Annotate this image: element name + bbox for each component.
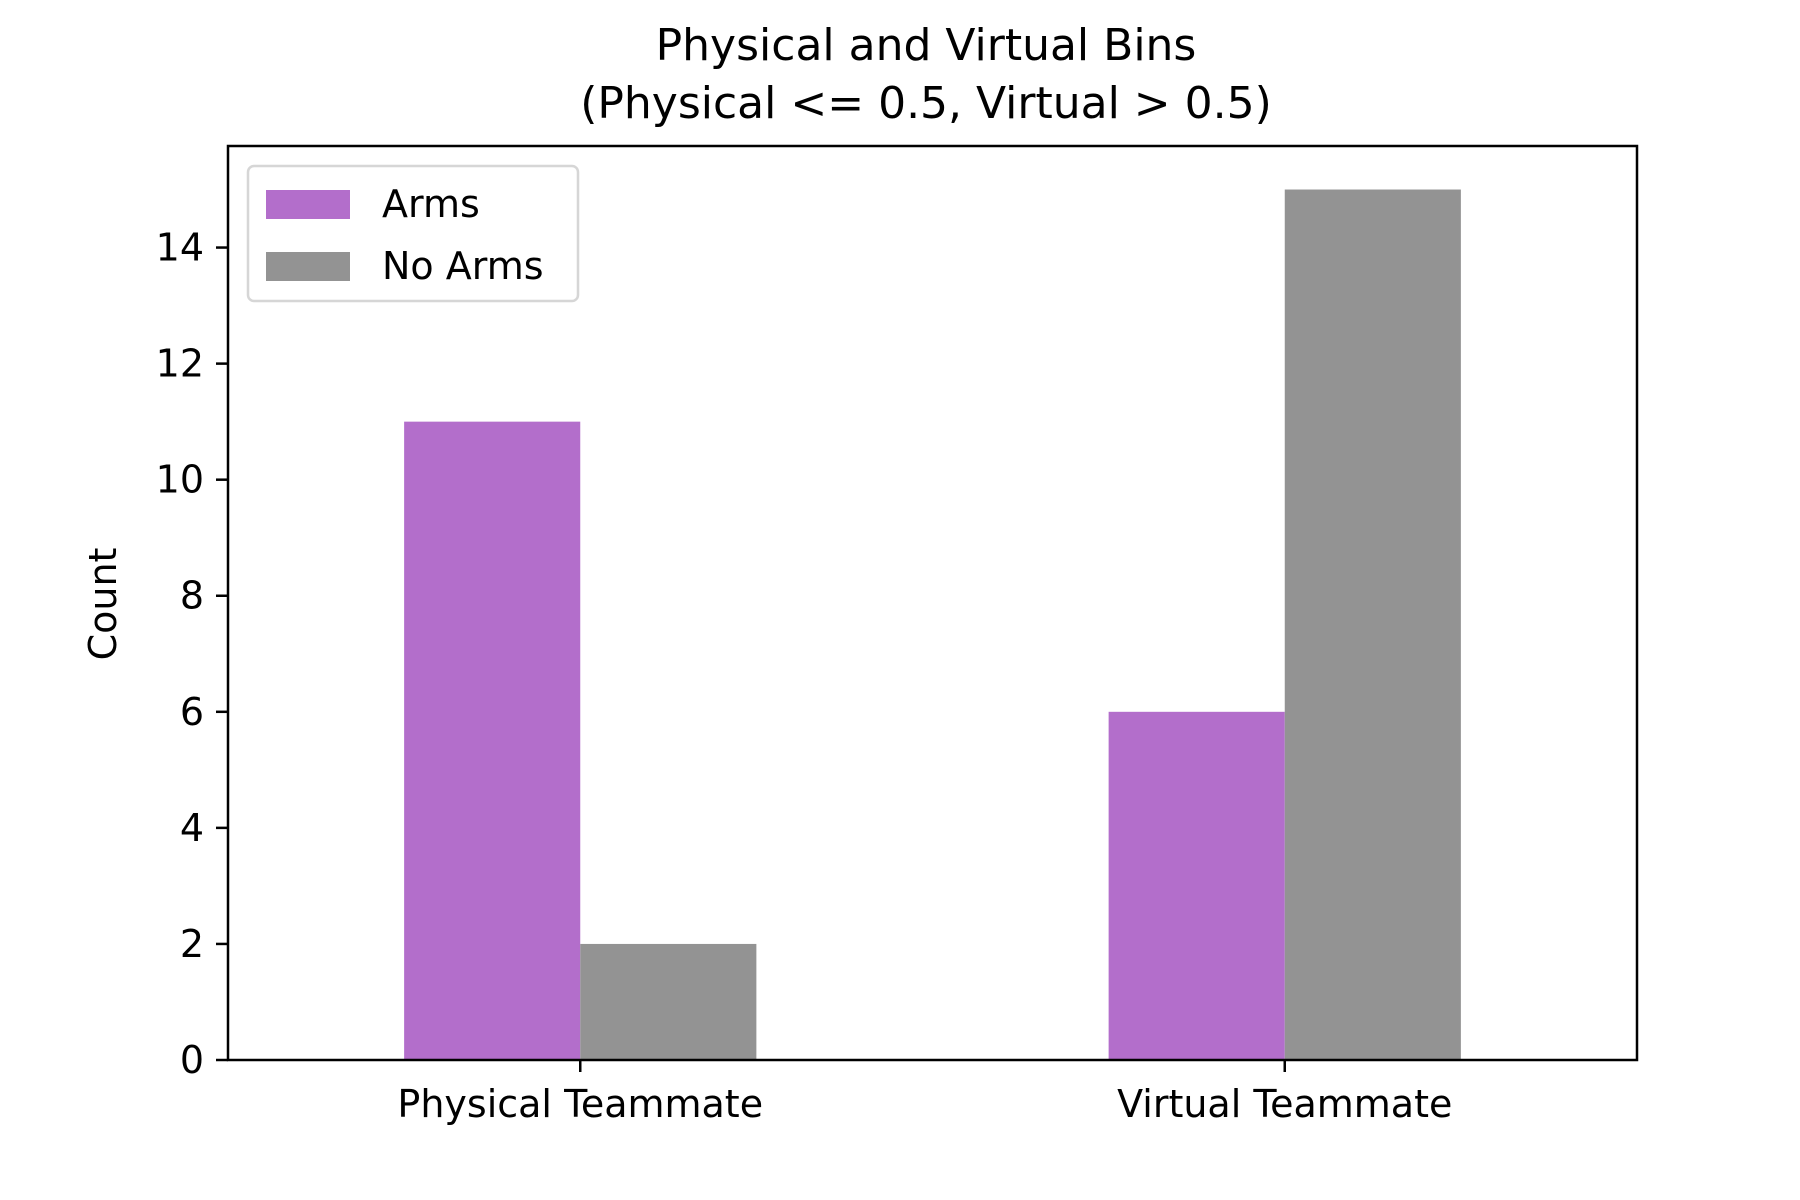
y-tick-label: 8 xyxy=(180,574,204,618)
x-tick-label: Virtual Teammate xyxy=(1117,1082,1452,1126)
legend-label-no-arms: No Arms xyxy=(382,244,544,288)
chart-title-group: Physical and Virtual Bins (Physical <= 0… xyxy=(580,20,1272,129)
bar-no-arms-1 xyxy=(1284,189,1461,1060)
bar-no-arms-0 xyxy=(580,943,757,1060)
x-axis: Physical Teammate Virtual Teammate xyxy=(397,1060,1452,1126)
legend-swatch-arms xyxy=(266,190,350,219)
y-tick-label: 0 xyxy=(180,1038,204,1082)
y-tick-label: 10 xyxy=(156,458,204,502)
legend-swatch-no-arms xyxy=(266,252,350,281)
bar-arms-0 xyxy=(404,421,581,1061)
legend-label-arms: Arms xyxy=(382,182,480,226)
y-tick-label: 6 xyxy=(180,690,204,734)
axes-frame xyxy=(226,144,1639,1062)
bar-arms-1 xyxy=(1108,711,1285,1060)
y-tick-label: 12 xyxy=(156,342,204,386)
y-tick-label: 14 xyxy=(156,226,204,270)
y-tick-label: 4 xyxy=(180,806,204,850)
x-tick-label: Physical Teammate xyxy=(397,1082,763,1126)
legend: Arms No Arms xyxy=(246,164,580,303)
y-axis-label: Count xyxy=(81,548,125,661)
y-axis: 0 2 4 6 8 10 12 14 xyxy=(156,226,228,1082)
y-tick-label: 2 xyxy=(180,922,204,966)
chart-subtitle: (Physical <= 0.5, Virtual > 0.5) xyxy=(580,78,1272,129)
chart-title: Physical and Virtual Bins xyxy=(656,20,1197,71)
plot-area xyxy=(226,144,1639,1062)
